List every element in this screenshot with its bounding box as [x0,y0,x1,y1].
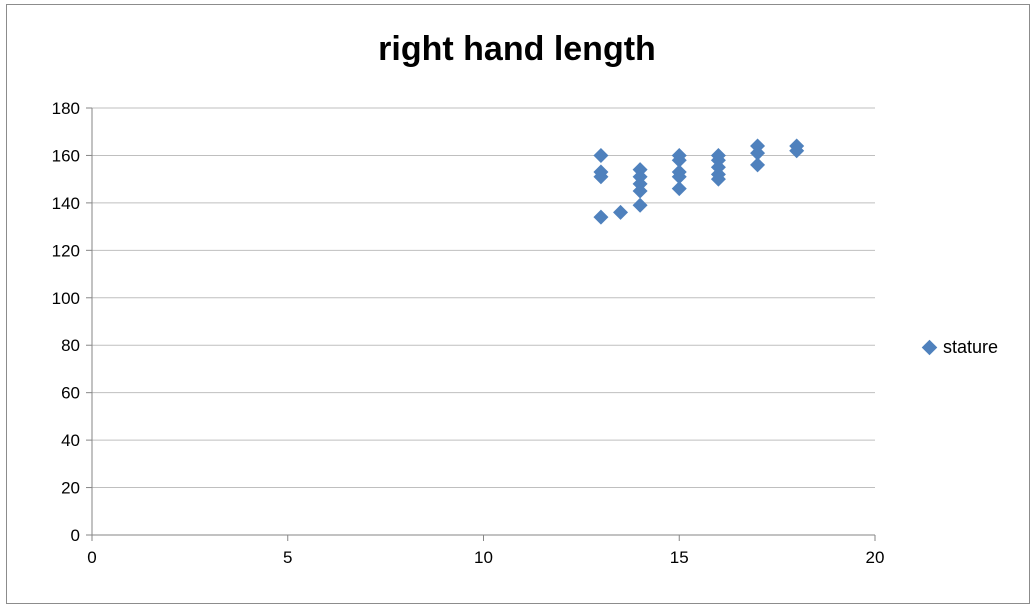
y-tick-label: 40 [61,431,80,450]
x-tick-label: 0 [87,548,96,567]
data-point [593,169,609,185]
data-point [671,169,687,185]
data-point [613,204,629,220]
legend: stature [921,336,999,358]
data-point [750,157,766,173]
chart-title: right hand length [378,30,656,68]
x-tick-label: 20 [866,548,885,567]
data-point [671,181,687,197]
data-point [710,171,726,187]
y-tick-label: 160 [52,146,80,165]
x-tick-label: 5 [283,548,292,567]
y-tick-label: 20 [61,479,80,498]
legend-diamond-icon [921,339,938,355]
data-point [593,147,609,163]
y-tick-label: 180 [52,99,80,118]
y-tick-label: 120 [52,241,80,260]
x-tick-label: 10 [474,548,493,567]
chart-frame [6,4,1030,604]
data-point [593,209,609,225]
y-tick-label: 100 [52,289,80,308]
data-point [750,145,766,161]
y-tick-label: 80 [61,336,80,355]
legend-label: stature [943,336,999,357]
data-point [632,197,648,213]
data-point [789,143,805,159]
data-point [671,152,687,168]
x-tick-label: 15 [670,548,689,567]
y-tick-label: 60 [61,384,80,403]
y-tick-label: 140 [52,194,80,213]
y-tick-label: 0 [71,526,80,545]
data-point [632,183,648,199]
